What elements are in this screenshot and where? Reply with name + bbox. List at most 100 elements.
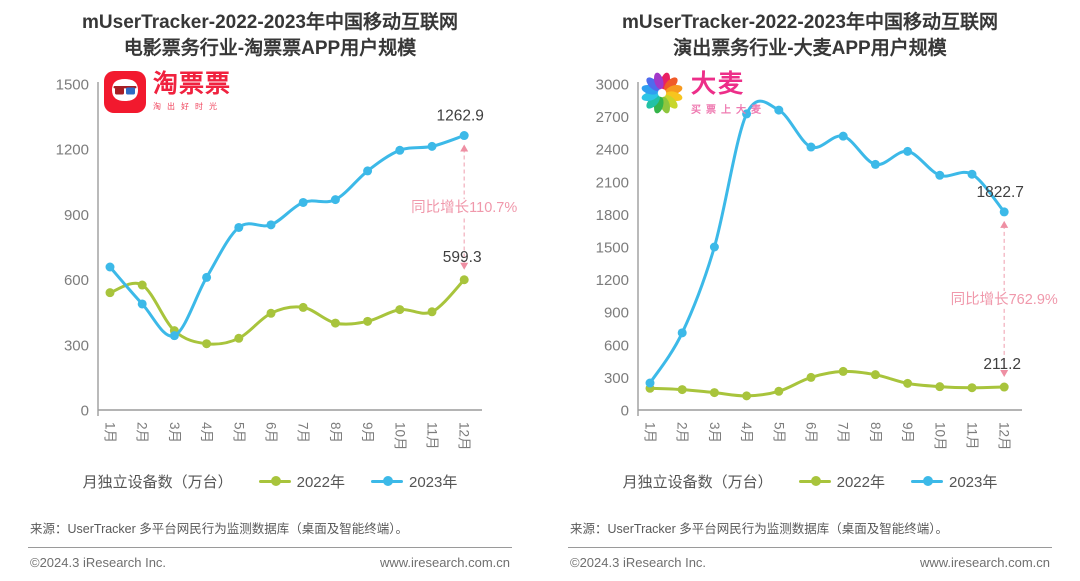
data-point [999,207,1009,217]
pinwheel-petal [664,77,678,91]
y-tick-label: 1200 [596,272,629,289]
data-point [677,385,687,395]
data-point [459,131,469,141]
taopiaopiao-logo: 淘票票 淘出好时光 [104,71,231,113]
x-tick-label: 8月 [328,422,343,443]
data-point [935,170,945,180]
data-point [645,378,655,388]
data-point [266,308,276,318]
data-point [330,195,340,205]
data-point [870,159,880,169]
yoy-annotation: 同比增长110.7% [411,199,517,216]
pinwheel-petal [653,72,664,90]
x-tick-label: 3月 [707,422,722,443]
damai-line-chart: 0 300 600 900 1200 1500 1800 2100 2400 2700 3000 1月… [596,77,1060,451]
y-tick-label: 2400 [596,142,629,159]
x-tick-label: 8月 [868,422,883,443]
x-tick-label: 5月 [771,422,786,443]
x-tick-label: 7月 [836,422,851,443]
legend-left-2022: 2022年 [258,471,345,492]
data-point [742,391,752,401]
x-tick-label: 10月 [932,422,947,451]
chart-title-left-line1: mUserTracker-2022-2023年中国移动互联网 [82,12,458,33]
data-point [298,197,308,207]
data-point [105,288,115,298]
arrow-down-icon [1000,370,1009,378]
legend-right-2023: 2023年 [911,471,997,492]
taopiaopiao-chart-area: 0 300 600 900 1200 1500 1月 2月 3月 4月 5月 6月 7月 8月 9月 10月 1… [0,62,540,462]
legend-marker-2023-icon [371,476,403,486]
y-tick-label: 1500 [596,240,629,257]
y-tick-label: 1200 [56,142,89,159]
data-point [202,339,212,349]
series-line-2023年 [108,134,466,338]
data-point [870,370,880,380]
value-label-2023: 1822.7 [976,184,1023,201]
pinwheel-petal [646,77,660,91]
data-point [774,105,784,115]
chart-title-left-line2: 电影票务行业-淘票票APP用户规模 [123,38,417,59]
data-point [774,386,784,396]
y-tick-label: 300 [64,337,89,354]
damai-brand-name: 大麦 [691,70,746,98]
data-point [999,382,1009,392]
data-point [234,222,244,232]
x-tick-label: 6月 [264,422,279,443]
chart-title-right-line2: 演出票务行业-大麦APP用户规模 [673,38,947,59]
annotation-backdrop [949,290,1060,308]
damai-pinwheel-icon [641,72,683,114]
y-tick-label: 0 [621,403,629,420]
legend-left-2022-label: 2022年 [296,473,345,491]
y-tick-label: 600 [604,337,629,354]
taopiaopiao-app-icon [104,71,146,113]
data-point [169,331,179,341]
copyright-right: ©2024.3 iResearch Inc. [570,555,707,570]
legend-left-2023-label: 2023年 [409,473,458,491]
legend-right: 月独立设备数（万台） 2022年 2023年 [540,466,1080,496]
y-tick-label: 900 [64,207,89,224]
value-label-2023: 1262.9 [436,108,483,125]
data-point [137,299,147,309]
y-tick-label: 0 [81,403,89,420]
chart-title-left: mUserTracker-2022-2023年中国移动互联网 电影票务行业-淘票… [0,10,540,62]
damai-wordmark: 大麦 买票上大麦 [691,70,766,117]
data-point [967,383,977,393]
y-tick-label: 900 [604,305,629,322]
data-point [105,262,115,272]
data-point [838,131,848,141]
annotation-backdrop [409,199,520,217]
data-point [967,169,977,179]
x-tick-label: 3月 [167,422,182,443]
website-right: www.iresearch.com.cn [919,555,1050,570]
series-line-2023年 [648,99,1006,385]
legend-right-2022: 2022年 [798,471,885,492]
x-tick-label: 9月 [900,422,915,443]
legend-left-axis-label: 月独立设备数（万台） [82,473,233,491]
arrow-up-icon [460,144,469,152]
taopiaopiao-brand-tagline: 淘出好时光 [153,102,223,111]
x-tick-label: 11月 [425,422,440,450]
yoy-annotation: 同比增长762.9% [951,291,1058,308]
data-point [202,272,212,282]
value-label-2022: 599.3 [443,249,482,266]
footer-divider-right [568,547,1052,548]
taopiaopiao-wordmark: 淘票票 淘出好时光 [153,71,231,112]
data-point [459,275,469,285]
data-point [395,305,405,315]
data-point [234,333,244,343]
chart-title-right-line1: mUserTracker-2022-2023年中国移动互联网 [622,12,998,33]
legend-left-2023: 2023年 [371,471,457,492]
data-point [330,318,340,328]
data-point [363,316,373,326]
legend-marker-2022-icon [258,476,291,486]
y-tick-label: 1500 [56,77,89,94]
source-note-right: 来源：UserTracker 多平台网民行为监测数据库（桌面及智能终端）。 [570,522,949,536]
data-point [806,142,816,152]
data-point [677,328,687,338]
x-tick-label: 9月 [360,422,375,443]
data-point [806,372,816,382]
footer-left: ©2024.3 iResearch Inc. www.iresearch.com… [0,555,540,570]
data-point [137,280,147,290]
legend-right-axis-label: 月独立设备数（万台） [622,473,773,491]
